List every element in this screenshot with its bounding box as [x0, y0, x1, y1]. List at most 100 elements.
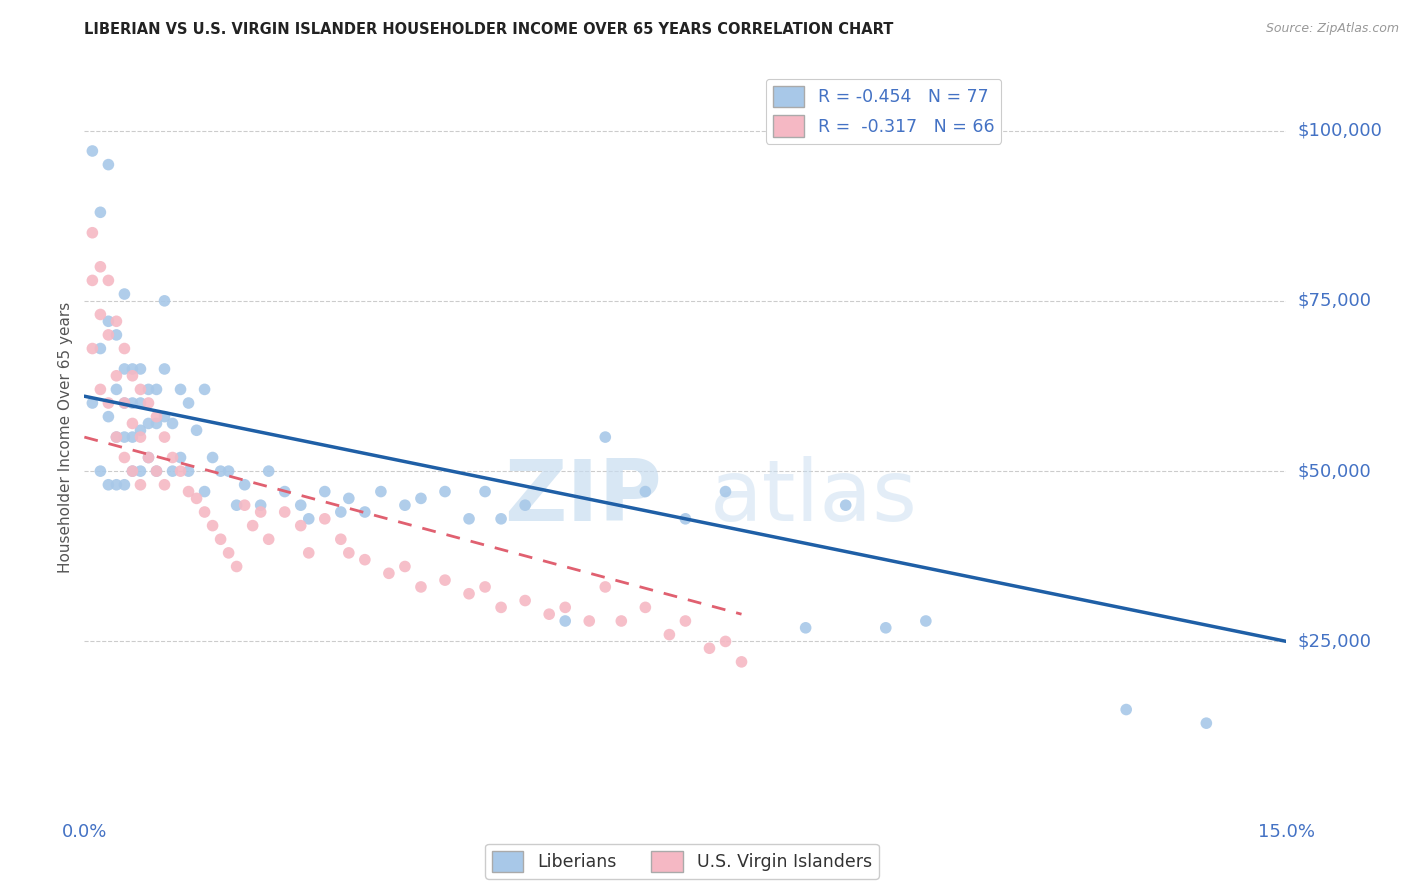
Liberians: [1195, 716, 1218, 731]
U.S. Virgin Islanders: [177, 484, 200, 499]
Liberians: [145, 464, 167, 478]
Text: ZIP: ZIP: [503, 456, 661, 539]
U.S. Virgin Islanders: [474, 580, 496, 594]
Liberians: [290, 498, 312, 512]
Text: $75,000: $75,000: [1298, 292, 1372, 310]
U.S. Virgin Islanders: [337, 546, 360, 560]
Liberians: [89, 464, 111, 478]
U.S. Virgin Islanders: [114, 342, 135, 356]
U.S. Virgin Islanders: [675, 614, 697, 628]
Liberians: [474, 484, 496, 499]
Liberians: [82, 396, 104, 410]
Liberians: [114, 362, 135, 376]
U.S. Virgin Islanders: [129, 477, 152, 491]
U.S. Virgin Islanders: [249, 505, 271, 519]
U.S. Virgin Islanders: [354, 552, 377, 566]
U.S. Virgin Islanders: [169, 464, 191, 478]
U.S. Virgin Islanders: [434, 573, 457, 587]
U.S. Virgin Islanders: [595, 580, 617, 594]
Text: Source: ZipAtlas.com: Source: ZipAtlas.com: [1265, 22, 1399, 36]
Liberians: [121, 362, 143, 376]
Liberians: [875, 621, 897, 635]
U.S. Virgin Islanders: [209, 533, 232, 547]
Liberians: [105, 327, 128, 342]
Liberians: [314, 484, 336, 499]
U.S. Virgin Islanders: [538, 607, 561, 622]
U.S. Virgin Islanders: [105, 368, 128, 383]
Liberians: [354, 505, 377, 519]
U.S. Virgin Islanders: [129, 383, 152, 397]
Liberians: [145, 417, 167, 431]
Liberians: [121, 430, 143, 444]
U.S. Virgin Islanders: [225, 559, 247, 574]
U.S. Virgin Islanders: [153, 477, 176, 491]
Liberians: [329, 505, 352, 519]
U.S. Virgin Islanders: [554, 600, 576, 615]
Liberians: [201, 450, 224, 465]
U.S. Virgin Islanders: [105, 430, 128, 444]
U.S. Virgin Islanders: [658, 627, 681, 641]
U.S. Virgin Islanders: [489, 600, 512, 615]
Liberians: [89, 342, 111, 356]
Liberians: [186, 423, 208, 437]
Legend: Liberians, U.S. Virgin Islanders: Liberians, U.S. Virgin Islanders: [485, 844, 879, 879]
U.S. Virgin Islanders: [394, 559, 416, 574]
U.S. Virgin Islanders: [153, 430, 176, 444]
Liberians: [225, 498, 247, 512]
Liberians: [634, 484, 657, 499]
Liberians: [337, 491, 360, 506]
Liberians: [515, 498, 537, 512]
Liberians: [218, 464, 240, 478]
U.S. Virgin Islanders: [298, 546, 321, 560]
Liberians: [714, 484, 737, 499]
Liberians: [915, 614, 938, 628]
U.S. Virgin Islanders: [89, 308, 111, 322]
Liberians: [298, 512, 321, 526]
Liberians: [595, 430, 617, 444]
U.S. Virgin Islanders: [242, 518, 264, 533]
Liberians: [1115, 702, 1137, 716]
U.S. Virgin Islanders: [233, 498, 256, 512]
Liberians: [370, 484, 392, 499]
Liberians: [169, 450, 191, 465]
U.S. Virgin Islanders: [138, 396, 160, 410]
U.S. Virgin Islanders: [121, 368, 143, 383]
Liberians: [121, 396, 143, 410]
Liberians: [209, 464, 232, 478]
Liberians: [138, 417, 160, 431]
Liberians: [233, 477, 256, 491]
Liberians: [177, 396, 200, 410]
Liberians: [129, 423, 152, 437]
U.S. Virgin Islanders: [409, 580, 432, 594]
U.S. Virgin Islanders: [634, 600, 657, 615]
Liberians: [409, 491, 432, 506]
U.S. Virgin Islanders: [314, 512, 336, 526]
Liberians: [129, 464, 152, 478]
Liberians: [114, 477, 135, 491]
U.S. Virgin Islanders: [121, 417, 143, 431]
U.S. Virgin Islanders: [730, 655, 752, 669]
Liberians: [114, 396, 135, 410]
Liberians: [162, 417, 184, 431]
U.S. Virgin Islanders: [274, 505, 297, 519]
Liberians: [121, 464, 143, 478]
U.S. Virgin Islanders: [290, 518, 312, 533]
Liberians: [249, 498, 271, 512]
Liberians: [153, 362, 176, 376]
Legend: R = -0.454   N = 77, R =  -0.317   N = 66: R = -0.454 N = 77, R = -0.317 N = 66: [766, 78, 1001, 144]
U.S. Virgin Islanders: [162, 450, 184, 465]
Liberians: [89, 205, 111, 219]
U.S. Virgin Islanders: [138, 450, 160, 465]
U.S. Virgin Islanders: [329, 533, 352, 547]
Liberians: [434, 484, 457, 499]
Liberians: [177, 464, 200, 478]
Liberians: [162, 464, 184, 478]
Liberians: [97, 477, 120, 491]
U.S. Virgin Islanders: [121, 464, 143, 478]
U.S. Virgin Islanders: [714, 634, 737, 648]
U.S. Virgin Islanders: [114, 396, 135, 410]
Liberians: [105, 383, 128, 397]
Liberians: [153, 409, 176, 424]
U.S. Virgin Islanders: [194, 505, 217, 519]
U.S. Virgin Islanders: [378, 566, 401, 581]
